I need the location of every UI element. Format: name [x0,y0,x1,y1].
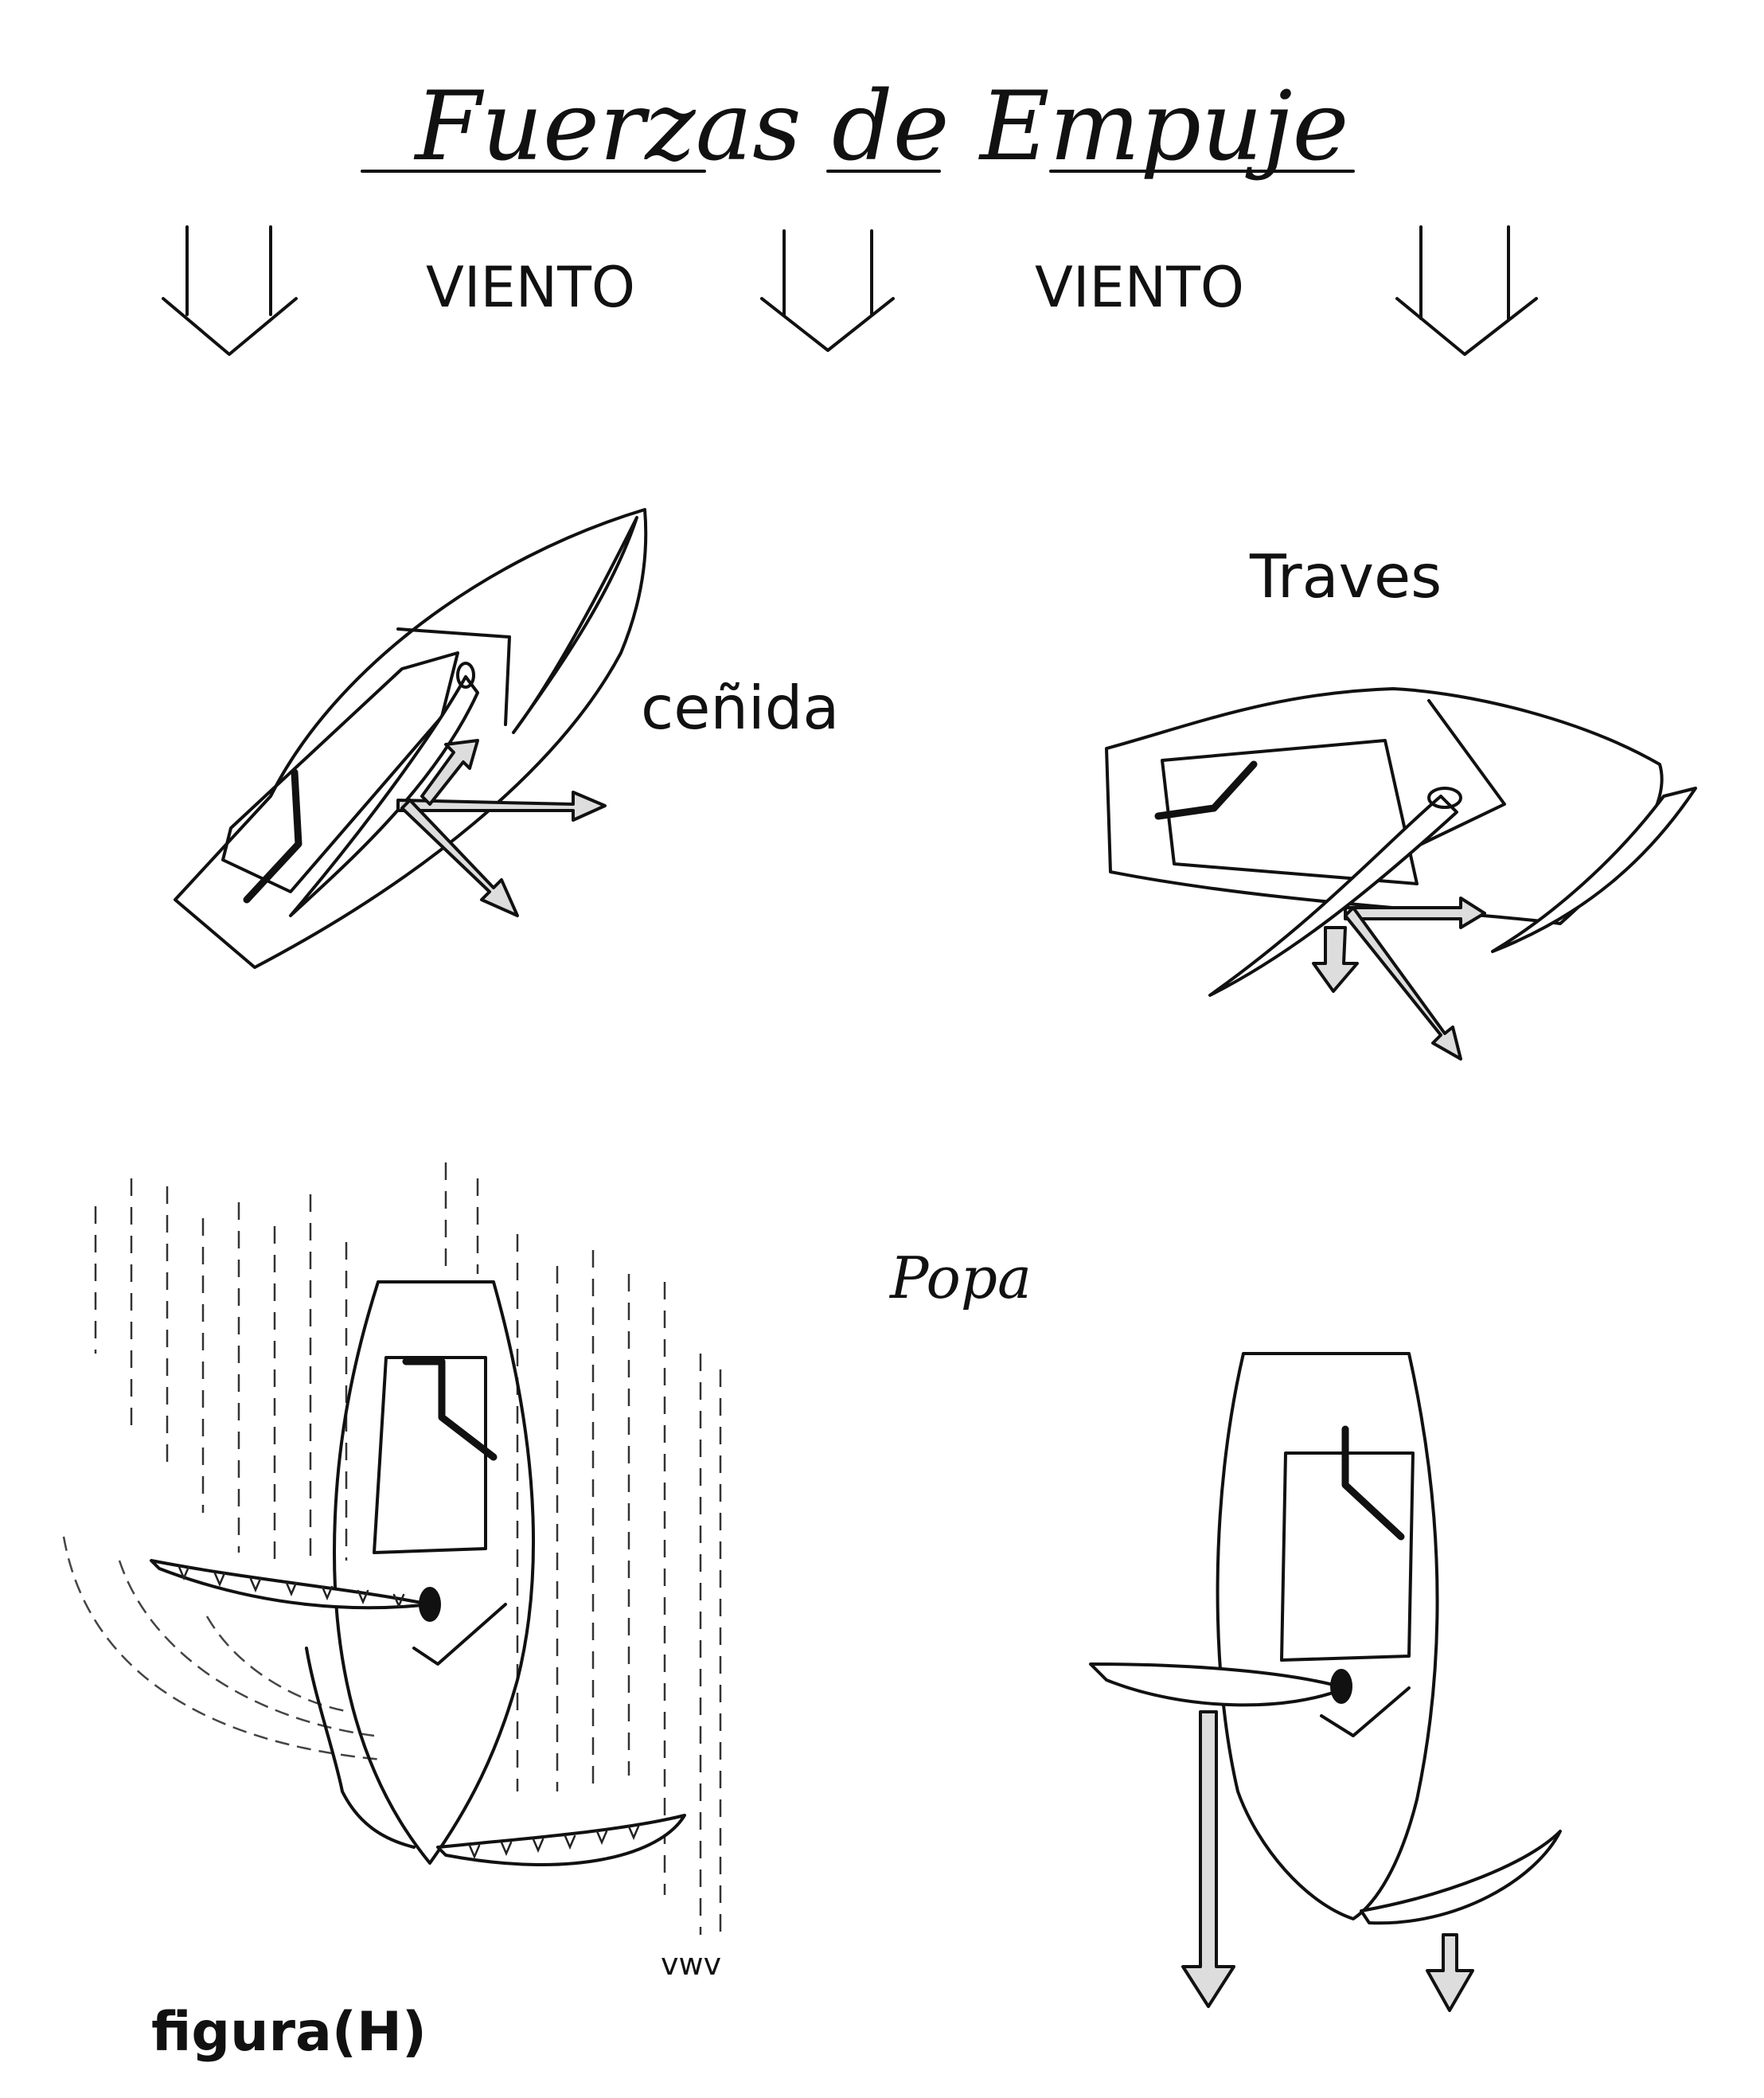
force-arrow-popa-2 [1426,1933,1474,2012]
mainsail-popa [1089,1662,1347,1707]
mast-cenida [456,662,475,689]
title-group: Fuerzas de Empuje [361,72,1355,182]
mast-popa [1330,1669,1352,1704]
wind-label-1: VIENTO [426,255,635,320]
cockpit-popa [1280,1451,1415,1662]
mainsail-figura-h [150,1559,431,1610]
hull-cenida [174,508,648,969]
jib-popa [1360,1830,1562,1925]
jib-figura-h [436,1814,686,1866]
boat-popa [1089,1352,1562,1925]
deck-line-traves [1403,699,1506,854]
tiller-figura-h [402,1358,498,1461]
label-cenida: ceñida [641,673,839,743]
mainsail-cenida [289,675,479,917]
jib-traves [1491,787,1697,953]
cockpit-cenida [221,651,459,893]
force-arrow-cenida-3 [420,739,479,806]
force-arrow-traves-3 [1312,926,1359,993]
wind-arrow-left [162,225,298,356]
page-title: Fuerzas de Empuje [413,72,1348,182]
sail-ticks-jib [468,1825,640,1860]
force-arrow-cenida-1 [396,791,607,822]
figure-label: figura(H) [151,2001,427,2064]
wind-arrow-middle [760,229,895,352]
deck-line-cenida [396,627,511,726]
force-arrow-popa-1 [1181,1710,1235,2008]
tiller-popa [1341,1425,1405,1541]
hull-figura-h [333,1280,536,1865]
label-popa: Popa [888,1244,1032,1311]
force-arrow-traves-2 [1344,906,1462,1061]
hull-popa [1216,1352,1439,1920]
force-arrows-popa [1181,1710,1474,2012]
tiller-traves [1154,760,1258,820]
mainsail-traves [1208,795,1458,997]
boat-figura-h [150,1280,686,1866]
force-arrows-traves [1312,897,1486,1061]
cockpit-traves [1161,739,1419,885]
mast-traves [1427,787,1462,809]
deck-line-figura-h [412,1603,507,1666]
wind-flow-lines [62,1162,722,1943]
wind-arrow-right [1395,225,1538,356]
flow-marker: vwv [661,1947,721,1982]
wind-label-2: VIENTO [1035,255,1244,320]
wake-line-figura-h [305,1647,416,1849]
tiller-cenida [243,768,302,904]
force-arrows-cenida [396,739,607,917]
boat-traves [1105,687,1697,997]
jib-cenida [512,516,638,734]
deck-line-popa [1320,1686,1411,1737]
force-arrow-traves-1 [1344,897,1486,929]
cockpit-figura-h [373,1356,487,1554]
sail-ticks-main [178,1565,405,1609]
label-traves: Traves [1249,541,1442,611]
force-arrow-cenida-2 [400,799,519,917]
boat-cenida [174,508,648,969]
mast-figura-h [419,1587,441,1622]
